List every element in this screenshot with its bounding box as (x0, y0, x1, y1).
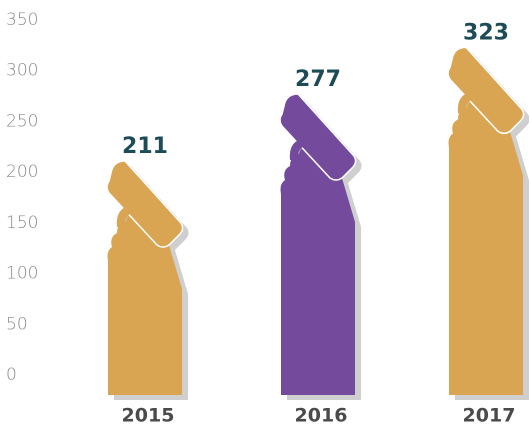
icon-part (279, 93, 357, 181)
y-tick-label: 100 (6, 264, 38, 284)
icon-part (106, 160, 184, 248)
icon-part (447, 46, 525, 135)
y-tick-label: 50 (6, 314, 28, 334)
y-tick-label: 250 (6, 111, 38, 131)
y-tick-label: 200 (6, 162, 38, 182)
y-tick-label: 150 (6, 213, 38, 233)
x-tick-label: 2015 (122, 405, 175, 427)
icon-body (280, 144, 355, 395)
data-label: 211 (122, 134, 168, 159)
pictogram-bar (447, 46, 529, 401)
y-tick-label: 350 (6, 10, 38, 30)
pictogram-bar (279, 93, 362, 400)
data-label: 323 (463, 20, 509, 45)
icon-body (107, 211, 182, 395)
icon-body (448, 98, 523, 396)
icon-part (457, 91, 476, 114)
y-tick-label: 300 (6, 61, 38, 81)
icon-part (289, 138, 308, 161)
icon-part (116, 204, 135, 227)
x-tick-label: 2017 (463, 405, 516, 427)
y-tick-label: 0 (6, 365, 17, 385)
data-label: 277 (295, 67, 341, 92)
x-tick-label: 2016 (295, 405, 348, 427)
pictogram-bar (106, 160, 189, 400)
